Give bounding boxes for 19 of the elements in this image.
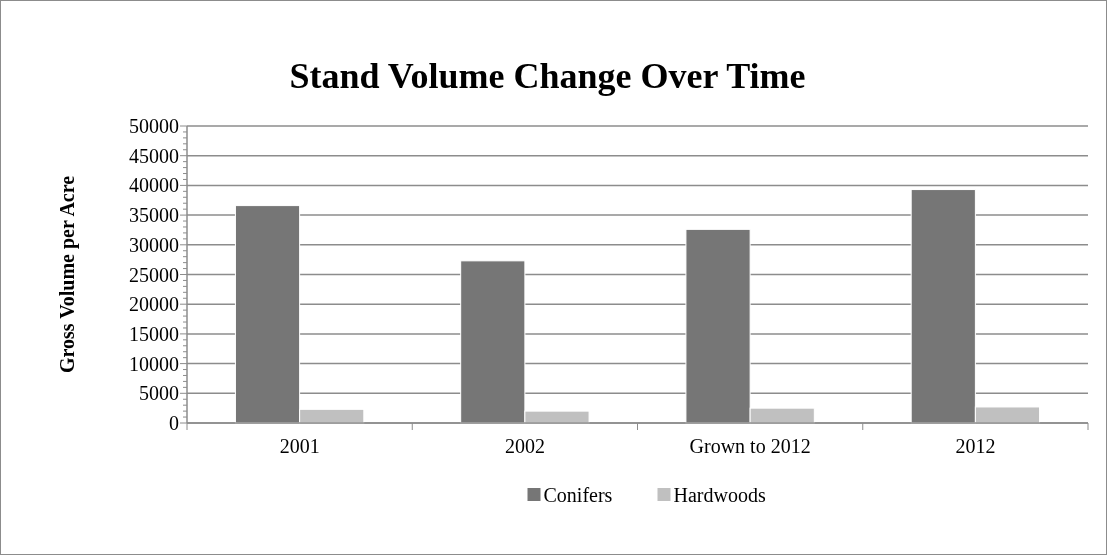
y-tick-label: 20000 xyxy=(129,293,179,316)
y-tick-label: 15000 xyxy=(129,322,179,345)
x-tick-label: 2002 xyxy=(504,435,545,457)
y-tick-label: 50000 xyxy=(129,115,179,137)
y-tick-label: 30000 xyxy=(129,233,179,256)
y-tick-label: 0 xyxy=(169,412,179,434)
x-tick-label: 2012 xyxy=(955,435,996,457)
y-tick-label: 25000 xyxy=(129,263,179,286)
legend-label: Conifers xyxy=(543,484,613,506)
x-tick-label: Grown to 2012 xyxy=(689,435,811,457)
y-tick-label: 35000 xyxy=(129,204,179,227)
x-tick-label: 2001 xyxy=(279,435,320,457)
chart-title: Stand Volume Change Over Time xyxy=(289,56,806,96)
y-tick-label: 40000 xyxy=(129,174,179,197)
y-tick-label: 10000 xyxy=(129,352,179,375)
y-tick-label: 45000 xyxy=(129,144,179,167)
legend-label: Hardwoods xyxy=(673,484,766,506)
y-axis-title: Gross Volume per Acre xyxy=(56,175,79,374)
y-tick-label: 5000 xyxy=(139,382,179,405)
